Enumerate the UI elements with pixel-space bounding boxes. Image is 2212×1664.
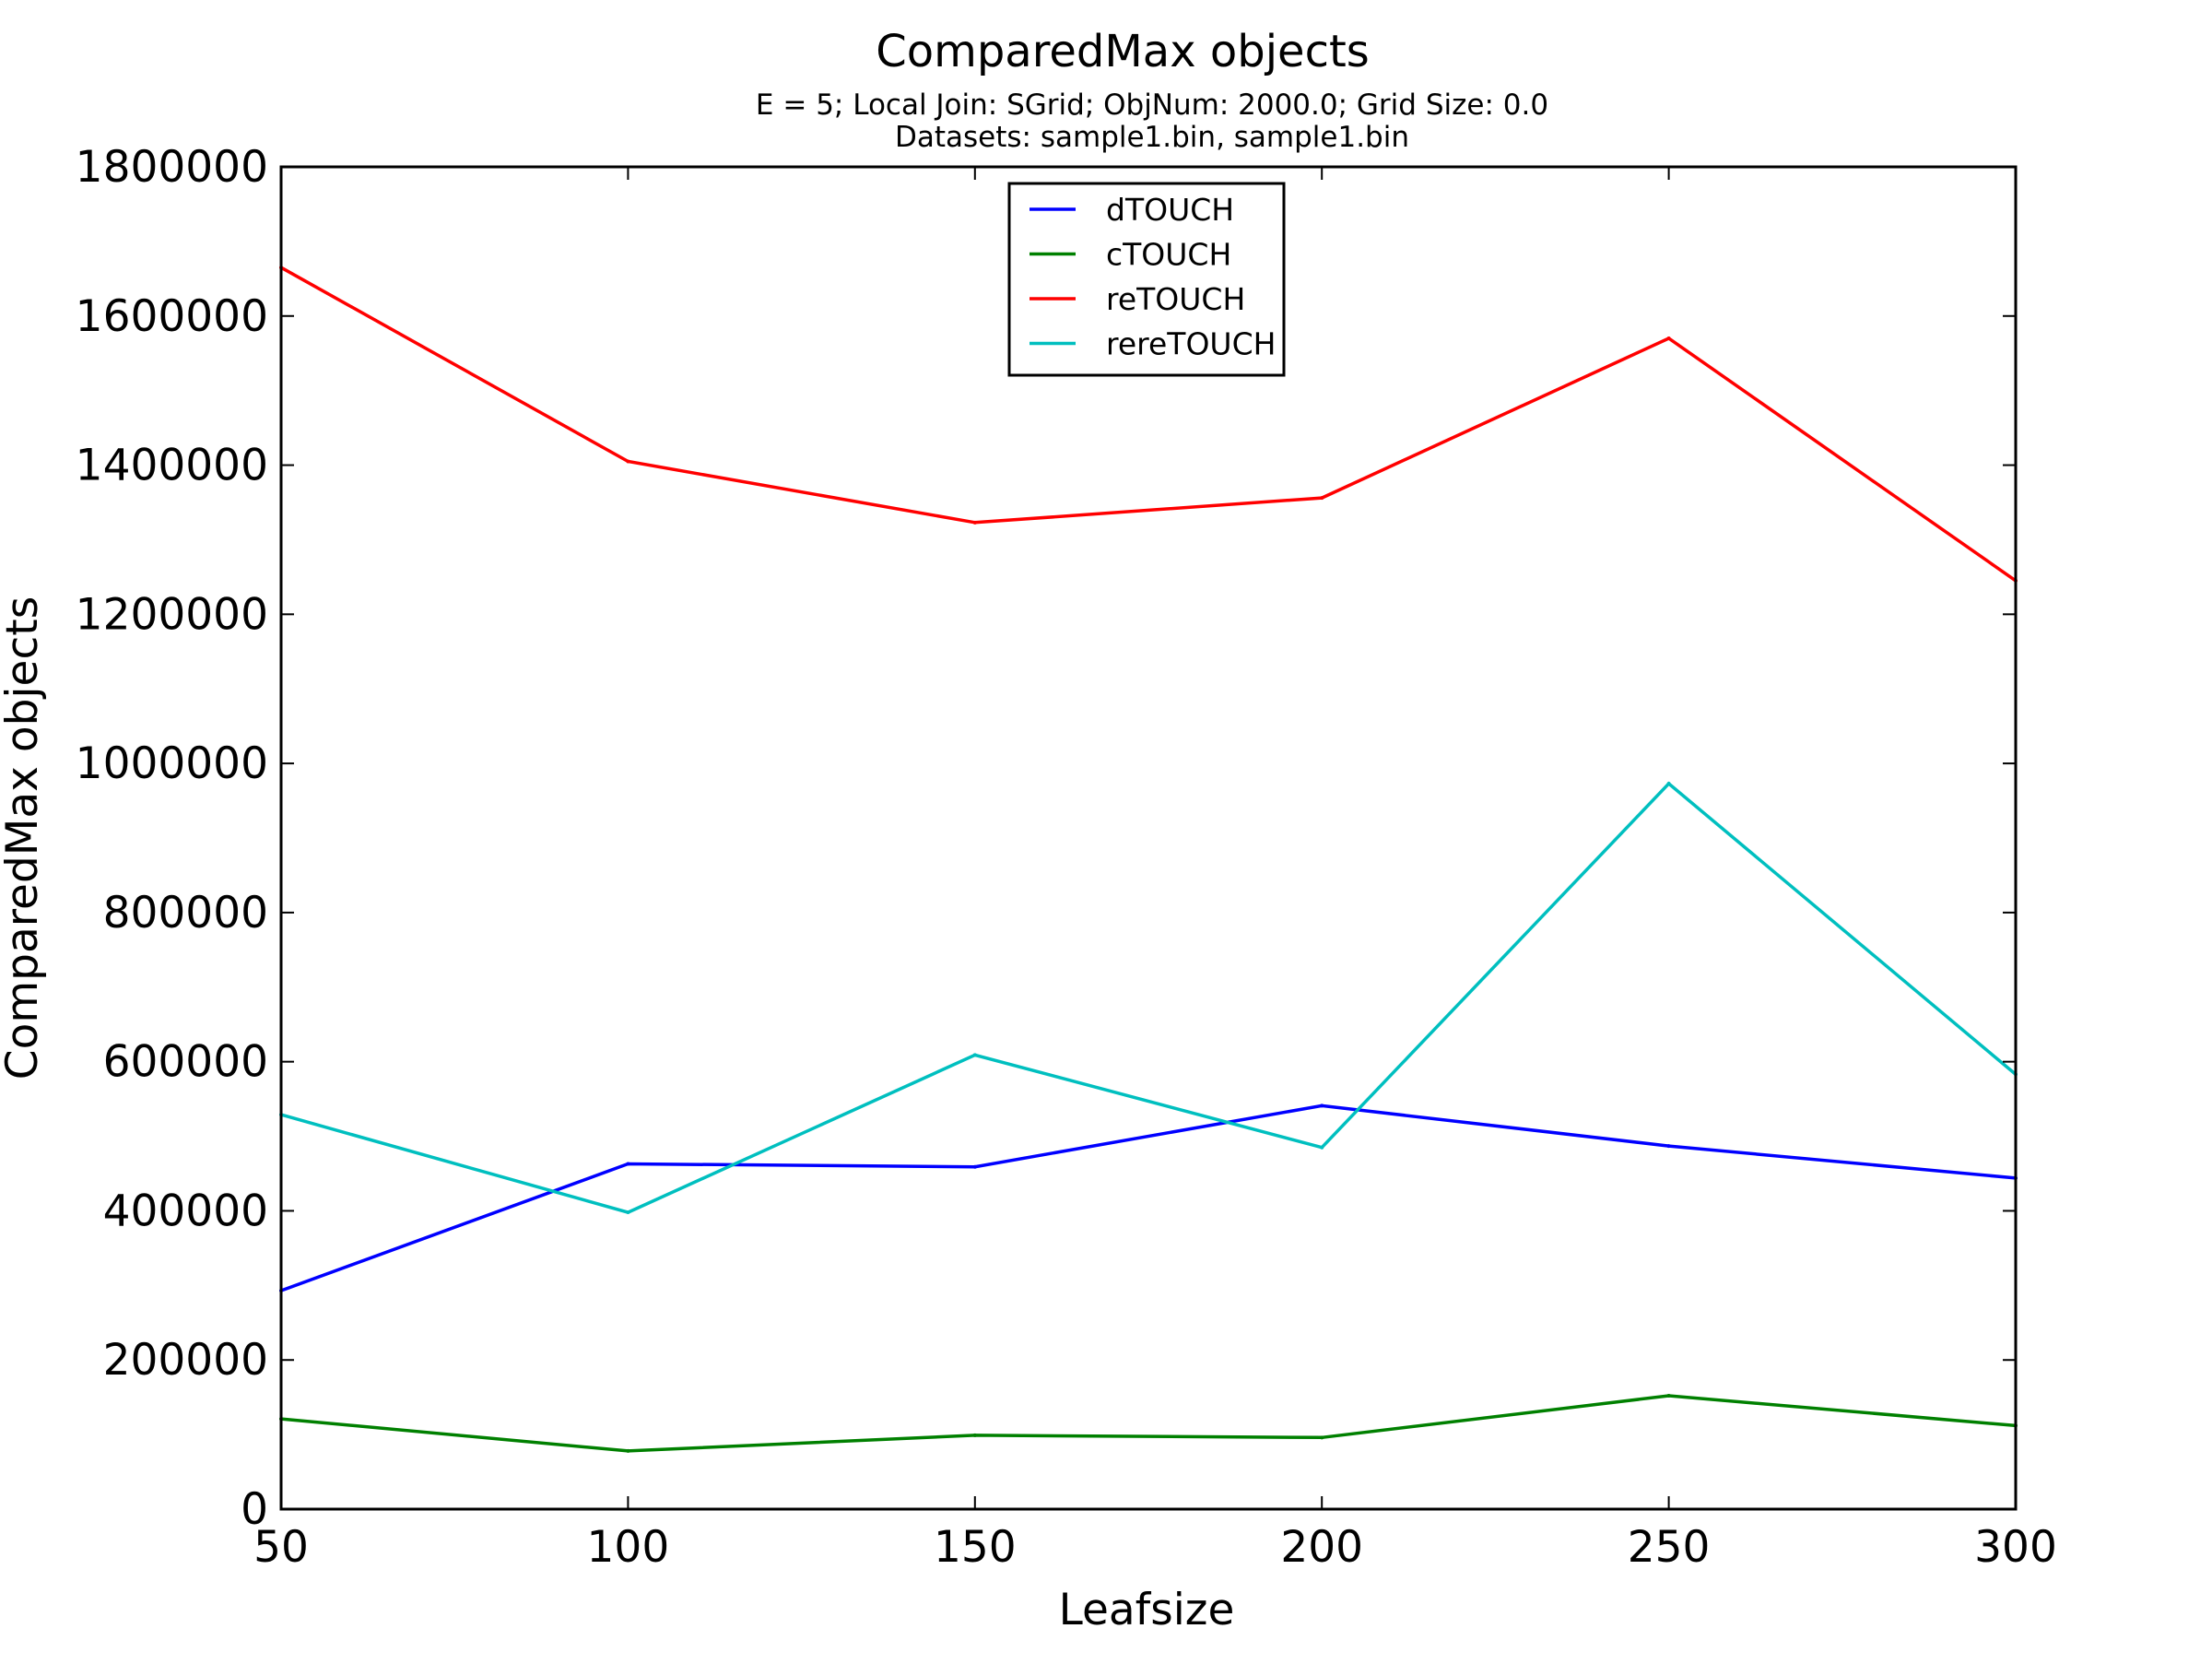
y-tick-label: 1200000 (76, 589, 268, 640)
series-line-cTOUCH (280, 1394, 2017, 1453)
x-tick-label: 200 (1280, 1522, 1363, 1573)
legend-label-cTOUCH: cTOUCH (1106, 237, 1231, 273)
series-line-dTOUCH (280, 1103, 2017, 1292)
data-point-cTOUCH-200 (1320, 1435, 1324, 1440)
data-point-rereTOUCH-150 (972, 1053, 977, 1057)
chart-subtitle-line-1: E = 5; Local Join: SGrid; ObjNum: 2000.0… (756, 89, 1548, 122)
y-tick-label: 200000 (103, 1335, 268, 1386)
y-tick-label: 1400000 (76, 441, 268, 491)
chart-title: ComparedMax objects (876, 26, 1370, 77)
data-point-reTOUCH-100 (626, 459, 630, 464)
x-tick-label: 100 (587, 1522, 670, 1573)
x-tick-label: 50 (253, 1522, 309, 1573)
data-point-rereTOUCH-100 (626, 1210, 630, 1215)
data-point-reTOUCH-250 (1666, 336, 1671, 341)
data-point-cTOUCH-250 (1666, 1394, 1671, 1398)
data-point-dTOUCH-150 (972, 1164, 977, 1169)
series-line-rereTOUCH (280, 781, 2018, 1214)
legend: dTOUCH cTOUCH reTOUCH rereTOUCH (1007, 182, 1286, 377)
data-point-rereTOUCH-250 (1666, 781, 1671, 785)
series-line-reTOUCH (280, 266, 2018, 583)
x-tick-label: 300 (1974, 1522, 2057, 1573)
data-point-reTOUCH-150 (972, 520, 977, 525)
data-point-reTOUCH-200 (1320, 496, 1324, 501)
ticks-layer: 50 100 150 200 250 300 0 200000 400000 600000 8000… (76, 142, 2057, 1573)
data-point-dTOUCH-250 (1666, 1144, 1671, 1149)
y-tick-label: 1000000 (76, 738, 268, 789)
data-point-rereTOUCH-200 (1320, 1145, 1324, 1150)
plot-frame (279, 165, 2018, 1511)
data-point-cTOUCH-150 (972, 1433, 977, 1437)
x-tick-label: 150 (934, 1522, 1017, 1573)
y-tick-label: 1800000 (76, 142, 268, 193)
y-tick-label: 1600000 (76, 291, 268, 342)
legend-label-rereTOUCH: rereTOUCH (1106, 326, 1276, 362)
legend-label-dTOUCH: dTOUCH (1106, 192, 1234, 228)
y-tick-label: 0 (241, 1484, 268, 1535)
data-point-dTOUCH-200 (1320, 1103, 1324, 1108)
x-tick-label: 250 (1628, 1522, 1711, 1573)
y-tick-label: 800000 (103, 888, 268, 938)
series-layer (279, 266, 2018, 1453)
y-tick-label: 400000 (103, 1186, 268, 1236)
chart-subtitle-line-2: Datasets: sample1.bin, sample1.bin (895, 121, 1409, 154)
y-tick-label: 600000 (103, 1037, 268, 1088)
x-axis-label: Leafsize (1059, 1585, 1235, 1635)
data-point-dTOUCH-100 (626, 1162, 630, 1166)
legend-label-reTOUCH: reTOUCH (1106, 281, 1245, 317)
data-point-cTOUCH-100 (626, 1448, 630, 1453)
y-axis-label: ComparedMax objects (0, 596, 48, 1080)
